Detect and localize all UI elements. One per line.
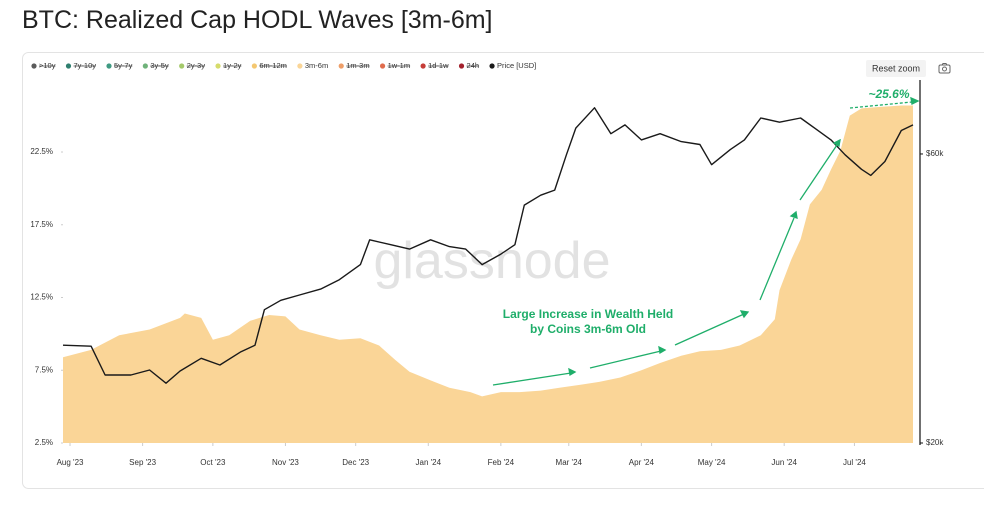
legend-label[interactable]: Price [USD] <box>497 61 536 70</box>
legend-marker[interactable] <box>489 63 494 68</box>
reset-zoom-label[interactable]: Reset zoom <box>872 63 920 73</box>
y-tick-label: 12.5% <box>30 293 53 302</box>
legend-label[interactable]: 3m-6m <box>305 61 328 70</box>
y-tick-label: 22.5% <box>30 147 53 156</box>
legend-label[interactable]: 24h <box>467 61 480 70</box>
x-tick-label: Feb '24 <box>488 458 515 467</box>
x-tick-label: Nov '23 <box>272 458 299 467</box>
y2-tick-label: $20k <box>926 438 944 447</box>
legend-marker[interactable] <box>252 63 257 68</box>
legend-marker[interactable] <box>380 63 385 68</box>
x-tick-label: Mar '24 <box>556 458 583 467</box>
x-tick-label: Aug '23 <box>57 458 84 467</box>
x-tick-label: Jun '24 <box>771 458 797 467</box>
legend-label[interactable]: 1d-1w <box>428 61 449 70</box>
legend-marker[interactable] <box>459 63 464 68</box>
watermark: glassnode <box>373 232 610 290</box>
legend-marker[interactable] <box>31 63 36 68</box>
legend-label[interactable]: 1w-1m <box>388 61 411 70</box>
legend-label[interactable]: >10y <box>39 61 56 70</box>
x-tick-label: May '24 <box>698 458 726 467</box>
annotation: ~25.6% <box>868 87 909 101</box>
x-tick-label: Jan '24 <box>416 458 442 467</box>
legend-marker[interactable] <box>215 63 220 68</box>
legend-marker[interactable] <box>106 63 111 68</box>
x-tick-label: Dec '23 <box>342 458 369 467</box>
legend-marker[interactable] <box>179 63 184 68</box>
chart-title: BTC: Realized Cap HODL Waves [3m-6m] <box>22 6 493 34</box>
legend-label[interactable]: 5y-7y <box>114 61 133 70</box>
legend-label[interactable]: 6m-12m <box>259 61 287 70</box>
x-tick-label: Jul '24 <box>843 458 866 467</box>
annotation: by Coins 3m-6m Old <box>530 322 646 336</box>
x-tick-label: Sep '23 <box>129 458 156 467</box>
legend-label[interactable]: 1y-2y <box>223 61 242 70</box>
y-tick-label: 2.5% <box>35 438 53 447</box>
legend-marker[interactable] <box>420 63 425 68</box>
y2-tick-label: $60k <box>926 149 944 158</box>
legend-label[interactable]: 3y-5y <box>150 61 169 70</box>
x-tick-label: Oct '23 <box>200 458 226 467</box>
y-tick-label: 7.5% <box>35 365 53 374</box>
annotation: Large Increase in Wealth Held <box>503 307 674 321</box>
legend-marker[interactable] <box>143 63 148 68</box>
legend-marker[interactable] <box>297 63 302 68</box>
legend-marker[interactable] <box>339 63 344 68</box>
y-tick-label: 17.5% <box>30 220 53 229</box>
legend-label[interactable]: 7y-10y <box>73 61 96 70</box>
x-tick-label: Apr '24 <box>629 458 655 467</box>
legend-label[interactable]: 1m-3m <box>346 61 369 70</box>
legend-label[interactable]: 2y-3y <box>187 61 206 70</box>
legend-marker[interactable] <box>66 63 71 68</box>
